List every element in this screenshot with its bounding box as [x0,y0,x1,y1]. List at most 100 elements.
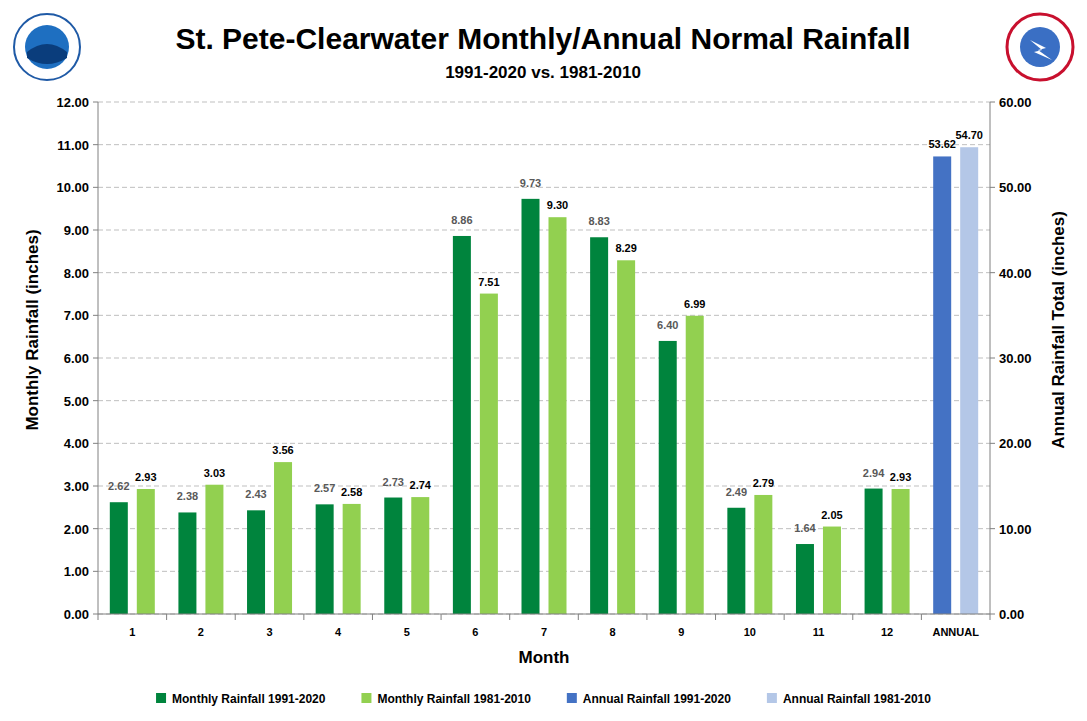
data-label: 2.74 [410,479,432,491]
bar [933,156,951,614]
bar [453,236,471,614]
bar [137,489,155,614]
x-tick [852,614,853,620]
y2-tick-label: 30.00 [999,351,1032,366]
x-tick-label: 10 [744,626,756,638]
y-tick [93,528,98,529]
y-tick-label: 2.00 [64,522,89,537]
y2-tick [990,443,995,444]
logo-bolt [1030,40,1052,60]
grid-line [98,315,990,316]
y-tick-label: 11.00 [57,138,89,153]
bar [411,497,429,614]
bar [549,217,567,614]
x-tick-label: 11 [813,626,825,638]
y-tick [93,571,98,572]
data-label: 3.03 [204,467,225,479]
grid-line [98,614,990,615]
data-label: 1.64 [794,522,816,534]
x-tick-label: 5 [404,626,410,638]
y2-tick [990,614,995,615]
y-tick [93,614,98,615]
x-tick-label: 2 [198,626,204,638]
y-tick-label: 6.00 [64,351,89,366]
bar [754,495,772,614]
y-axis-title: Monthly Rainfall (inches) [23,229,42,430]
grid [98,102,990,614]
y-tick [93,230,98,231]
data-label: 2.73 [383,476,404,488]
data-label: 6.40 [657,319,678,331]
grid-line [98,486,990,487]
chart: St. Pete-Clearwater Monthly/Annual Norma… [0,0,1087,721]
bar [727,508,745,614]
legend-label: Monthly Rainfall 1981-2010 [377,692,531,706]
x-tick [646,614,647,620]
y-tick-label: 4.00 [64,436,89,451]
bar [247,510,265,614]
y2-tick-label: 60.00 [999,95,1032,110]
x-tick-label: 3 [266,626,272,638]
y-tick-label: 8.00 [64,266,89,281]
data-label: 2.57 [314,482,335,494]
data-label: 9.30 [547,199,568,211]
x-tick [990,614,991,620]
bar [892,489,910,614]
bar [823,527,841,614]
x-tick-label: 12 [881,626,893,638]
grid-line [98,571,990,572]
logo-wave [27,44,67,64]
y-tick-label: 0.00 [64,607,89,622]
grid-line [98,144,990,145]
data-label: 8.86 [451,214,472,226]
bar [686,316,704,614]
x-tick-label: 6 [472,626,478,638]
bar [316,504,334,614]
grid-line [98,358,990,359]
y-tick-label: 3.00 [64,479,89,494]
x-axis [98,614,990,615]
y2-tick [990,102,995,103]
data-label: 2.93 [135,471,156,483]
bar [384,498,402,614]
bar [659,341,677,614]
x-tick [98,614,99,620]
data-label: 2.79 [753,477,774,489]
x-tick [578,614,579,620]
x-tick [166,614,167,620]
data-label: 2.38 [177,490,198,502]
x-tick [303,614,304,620]
legend-swatch [567,693,577,703]
grid-line [98,528,990,529]
x-tick-label: 8 [610,626,616,638]
legend-swatch [361,693,371,703]
bar [274,462,292,614]
grid-line [98,230,990,231]
x-tick [235,614,236,620]
logo-ring [14,14,80,80]
data-label: 7.51 [478,276,499,288]
x-tick [784,614,785,620]
y-tick-label: 1.00 [64,564,89,579]
grid-line [98,187,990,188]
noaa-logo [14,14,80,80]
y2-tick-label: 50.00 [999,180,1032,195]
y2-axis [990,102,991,614]
grid-line [98,400,990,401]
y2-axis-title: Annual Rainfall Total (inches) [1049,211,1068,449]
bar [480,294,498,614]
legend-swatch [156,693,166,703]
legend-label: Monthly Rainfall 1991-2020 [172,692,326,706]
background [0,0,1087,721]
data-label: 2.43 [245,488,266,500]
y-tick [93,144,98,145]
y2-tick-label: 0.00 [999,607,1024,622]
y-tick-label: 12.00 [56,95,89,110]
bar [796,544,814,614]
bar [205,485,223,614]
data-label: 2.93 [890,471,911,483]
data-labels: 2.622.932.383.032.433.562.572.582.732.74… [108,129,983,534]
legend-label: Annual Rainfall 1981-2010 [783,692,931,706]
legend: Monthly Rainfall 1991-2020 Monthly Rainfa… [156,692,931,706]
y-tick [93,486,98,487]
